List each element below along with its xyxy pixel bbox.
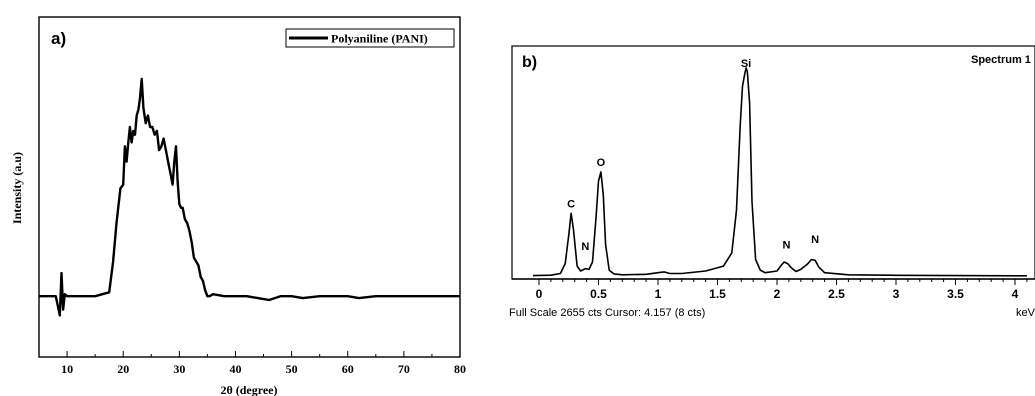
chart-a-x-tick-label: 50: [286, 362, 298, 376]
chart-b-peak-label: N: [581, 241, 589, 253]
chart-a-x-ticks: [38, 351, 461, 357]
chart-b-peak-label: C: [567, 198, 575, 210]
chart-a-plot-frame: [38, 16, 461, 358]
chart-b-x-tick-label: 0: [536, 287, 543, 301]
chart-a-x-tick-label: 40: [229, 362, 241, 376]
chart-a-series-line: [39, 77, 460, 317]
chart-b-x-ticks: [538, 279, 1028, 285]
chart-b-x-tick-label: 1.5: [709, 287, 726, 301]
chart-a-x-tick-label: 70: [398, 362, 410, 376]
chart-a-legend-label: Polyaniline (PANI): [331, 32, 428, 46]
chart-a: a) Polyaniline (PANI) 10 20 30 40 50 60 70 80 2…: [10, 16, 466, 396]
chart-b-x-tick-label: 4: [1012, 287, 1019, 301]
chart-a-panel-label: a): [51, 29, 66, 48]
chart-a-x-tick-label: 60: [342, 362, 354, 376]
chart-b-footer: Full Scale 2655 cts Cursor: 4.157 (8 cts…: [509, 307, 705, 319]
chart-a-x-axis-label: 2θ (degree): [220, 383, 277, 396]
chart-b-peak-label: N: [783, 240, 791, 252]
chart-b-peak-labels: C N O Si N N: [567, 58, 819, 253]
chart-b-x-tick-label: 0.5: [590, 287, 607, 301]
chart-a-y-axis-label: Intensity (a.u): [10, 152, 24, 224]
chart-b-peak-label: O: [597, 157, 606, 169]
chart-a-x-tick-label: 10: [61, 362, 73, 376]
chart-a-legend-box: [285, 28, 455, 48]
chart-b-panel-label: b): [522, 54, 537, 71]
chart-a-legend: Polyaniline (PANI): [285, 28, 455, 48]
chart-b-x-tick-label: 3.5: [947, 287, 964, 301]
chart-a-x-tick-label: 20: [117, 362, 129, 376]
chart-b-x-tick-label: 2: [774, 287, 781, 301]
chart-b-series-line: [532, 67, 1027, 277]
chart-b-x-tick-labels: 0 0.5 1 1.5 2 2.5 3 3.5 4: [536, 287, 1019, 301]
chart-a-x-tick-label: 80: [454, 362, 466, 376]
chart-b-peak-label: Si: [741, 58, 751, 70]
chart-b-frame: [511, 45, 1035, 280]
chart-a-x-tick-labels: 10 20 30 40 50 60 70 80: [61, 362, 466, 376]
chart-b-x-tick-label: 2.5: [828, 287, 845, 301]
chart-b-x-tick-label: 1: [655, 287, 662, 301]
chart-a-x-tick-label: 30: [173, 362, 185, 376]
chart-b-title: Spectrum 1: [971, 54, 1031, 66]
chart-b-peak-label: N: [811, 234, 819, 246]
chart-b-x-tick-label: 3: [893, 287, 900, 301]
chart-b-x-axis-label: keV: [1016, 307, 1035, 319]
